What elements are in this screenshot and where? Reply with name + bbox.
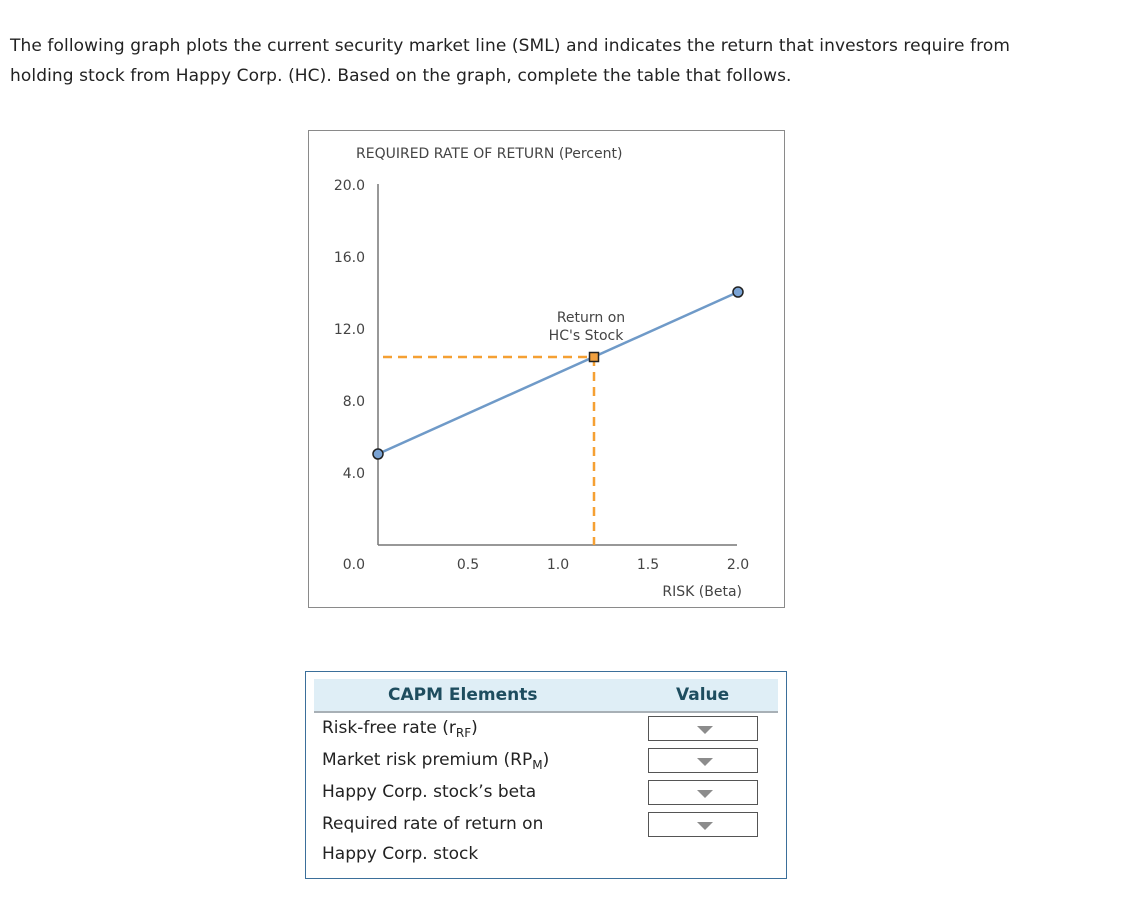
x-tick-0: 0.0 [343,557,365,573]
header-capm-elements: CAPM Elements [388,685,538,705]
hc-stock-marker [588,351,600,363]
sml-line [377,290,739,456]
chevron-down-icon [697,822,713,830]
y-tick-12: 12.0 [334,322,365,338]
chevron-down-icon [697,758,713,766]
sml-end-point [732,286,744,298]
question-line-2: holding stock from Happy Corp. (HC). Bas… [10,66,792,86]
sml-chart: REQUIRED RATE OF RETURN (Percent) 20.0 1… [308,130,785,608]
y-tick-4: 4.0 [343,466,365,482]
chevron-down-icon [697,790,713,798]
y-tick-8: 8.0 [343,394,365,410]
market-risk-premium-dropdown[interactable] [648,748,758,773]
chevron-down-icon [697,726,713,734]
x-tick-1-0: 1.0 [547,557,569,573]
capm-table: CAPM Elements Value Risk-free rate (rRF)… [305,671,787,879]
y-axis-title: REQUIRED RATE OF RETURN (Percent) [356,146,622,162]
row-label-required-return-cont: Happy Corp. stock [322,844,479,864]
annotation-line-2: HC's Stock [549,328,625,344]
x-axis-title: RISK (Beta) [662,584,742,600]
y-tick-20: 20.0 [334,178,365,194]
row-label-required-return: Required rate of return on [322,814,544,834]
row-label-market-risk-premium: Market risk premium (RPM) [322,750,550,772]
x-tick-2-0: 2.0 [727,557,749,573]
annotation-line-1: Return on [557,310,625,326]
row-label-beta: Happy Corp. stock’s beta [322,782,537,802]
risk-free-rate-dropdown[interactable] [648,716,758,741]
table-header: CAPM Elements Value [314,679,778,713]
x-tick-1-5: 1.5 [637,557,659,573]
question-line-1: The following graph plots the current se… [10,36,1011,56]
header-value: Value [676,685,730,705]
question-text: The following graph plots the current se… [10,31,1110,91]
required-return-dropdown[interactable] [648,812,758,837]
beta-dropdown[interactable] [648,780,758,805]
y-tick-16: 16.0 [334,250,365,266]
x-tick-0-5: 0.5 [457,557,479,573]
sml-start-point [372,448,384,460]
row-label-risk-free-rate: Risk-free rate (rRF) [322,718,478,740]
